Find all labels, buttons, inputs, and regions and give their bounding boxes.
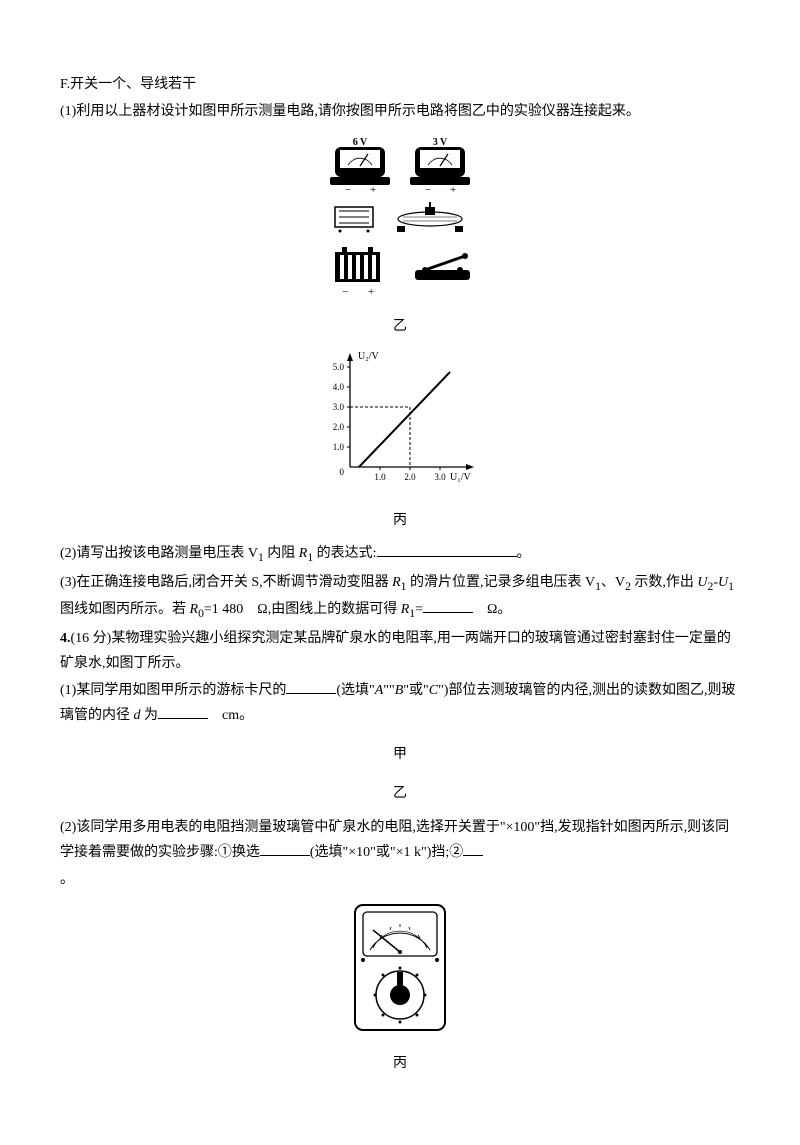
- svg-text:3.0: 3.0: [434, 472, 446, 482]
- blank-p4-q2a: [260, 841, 310, 856]
- figure-yi-caption: 乙: [60, 314, 740, 339]
- svg-text:+: +: [368, 286, 374, 298]
- svg-text:U₁/V: U₁/V: [450, 472, 471, 483]
- blank-p4-q1b: [158, 704, 208, 719]
- problem-4-header: 4.(16 分)某物理实验兴趣小组探究测定某品牌矿泉水的电阻率,用一两端开口的玻…: [60, 626, 740, 676]
- svg-text:0: 0: [340, 467, 345, 477]
- svg-text:1.0: 1.0: [333, 442, 345, 452]
- svg-text:−: −: [342, 286, 348, 298]
- figure-bing-caption: 丙: [60, 508, 740, 533]
- svg-text:U₂/V: U₂/V: [358, 351, 379, 362]
- svg-text:−: −: [345, 184, 351, 196]
- problem-4-q2: (2)该同学用多用电表的电阻挡测量玻璃管中矿泉水的电阻,选择开关置于"×100"…: [60, 815, 740, 865]
- question-1: (1)利用以上器材设计如图甲所示测量电路,请你按图甲所示电路将图乙中的实验仪器连…: [60, 99, 740, 124]
- blank-p4-q2b: [463, 841, 483, 856]
- svg-text:+: +: [370, 184, 376, 196]
- figure-bing-chart: 1.0 2.0 3.0 4.0 5.0 1.0 2.0 3.0 U₂/V U₁/…: [60, 347, 740, 533]
- question-2: (2)请写出按该电路测量电压表 V1 内阻 R1 的表达式:。: [60, 541, 740, 568]
- blank-q3: [423, 598, 473, 613]
- multimeter-svg: [345, 900, 455, 1040]
- svg-text:2.0: 2.0: [333, 422, 345, 432]
- problem-4-q1: (1)某同学用如图甲所示的游标卡尺的(选填"A""B"或"C")部位去测玻璃管的…: [60, 678, 740, 728]
- chart-svg: 1.0 2.0 3.0 4.0 5.0 1.0 2.0 3.0 U₂/V U₁/…: [310, 347, 490, 497]
- figure-jia-caption: 甲: [60, 742, 740, 767]
- svg-text:2.0: 2.0: [404, 472, 416, 482]
- svg-text:+: +: [450, 184, 456, 196]
- figure-yi2-caption: 乙: [60, 781, 740, 806]
- svg-text:−: −: [425, 184, 431, 196]
- figure-yi2-placeholder: 乙: [60, 775, 740, 806]
- svg-text:5.0: 5.0: [333, 362, 345, 372]
- meter-6v-label: 6 V: [353, 137, 368, 148]
- blank-q2: [377, 542, 517, 557]
- question-3: (3)在正确连接电路后,闭合开关 S,不断调节滑动变阻器 R1 的滑片位置,记录…: [60, 570, 740, 624]
- meter-3v-label: 3 V: [433, 137, 448, 148]
- blank-p4-q1a: [286, 679, 336, 694]
- figure-yi-instruments: 6 V − + 3 V − +: [60, 132, 740, 338]
- problem-4-q2-end: 。: [60, 867, 740, 892]
- q2-text-a: (2)请写出按该电路测量电压表 V: [60, 546, 258, 561]
- svg-text:3.0: 3.0: [333, 402, 345, 412]
- figure-bing2-caption: 丙: [60, 1051, 740, 1076]
- figure-jia-placeholder: 甲: [60, 736, 740, 767]
- item-f: F.开关一个、导线若干: [60, 72, 740, 97]
- figure-bing2-multimeter: 丙: [60, 900, 740, 1076]
- svg-text:4.0: 4.0: [333, 382, 345, 392]
- svg-text:1.0: 1.0: [374, 472, 386, 482]
- instruments-svg: 6 V − + 3 V − +: [295, 132, 505, 302]
